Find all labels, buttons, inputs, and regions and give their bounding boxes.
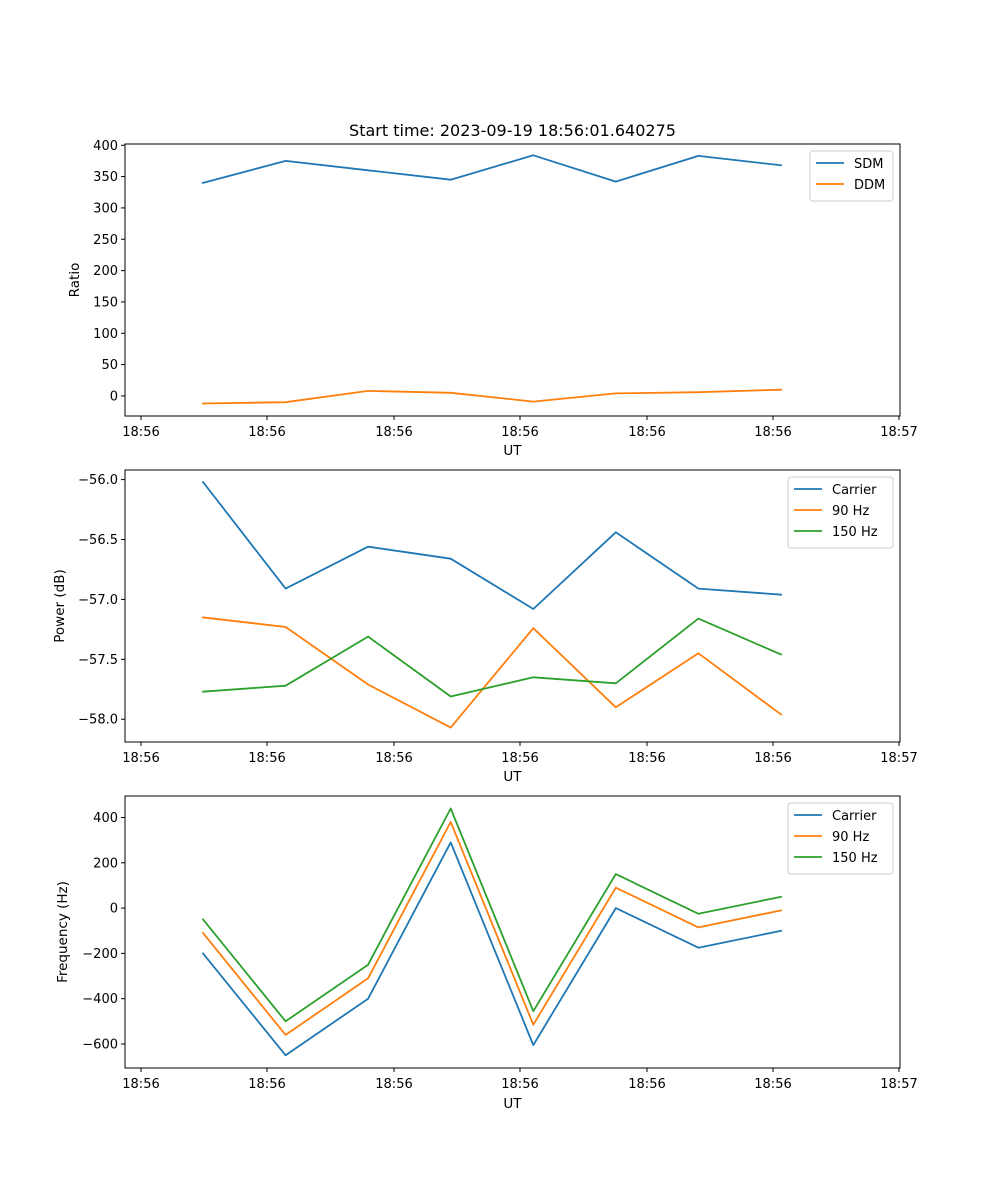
series-line-ddm [202,388,782,405]
y-tick-label: 150 [93,295,118,310]
ratio-y-axis: 0 50 100 150 200 250 300 350 400 [93,139,125,404]
legend-label: SDM [854,157,883,172]
ratio-plot-area [201,154,782,405]
x-tick-label: 18:56 [754,1077,791,1092]
x-tick-label: 18:56 [501,751,538,766]
series-line-90-hz [201,821,783,1036]
power-y-axis: −58.0 −57.5 −57.0 −56.5 −56.0 [78,473,125,728]
ratio-legend: SDM DDM [809,150,894,202]
series-line-150-hz [201,807,783,1023]
series-line-90-hz [202,616,783,729]
series-line-sdm [201,154,782,185]
x-tick-label: 18:56 [501,425,538,440]
frequency-legend: Carrier 90 Hz 150 Hz [787,802,894,875]
x-tick-label: 18:56 [375,1077,412,1092]
x-tick-label: 18:56 [375,751,412,766]
power-legend: Carrier 90 Hz 150 Hz [787,476,894,549]
x-tick-label: 18:57 [880,1077,917,1092]
x-tick-label: 18:57 [880,751,917,766]
legend-label: DDM [854,178,885,193]
ratio-x-axis: 18:56 18:56 18:56 18:56 18:56 18:56 18:57 [122,416,918,440]
y-tick-label: −600 [82,1037,118,1052]
x-tick-label: 18:56 [628,425,665,440]
y-axis-label: Power (dB) [52,569,68,642]
legend-label: 150 Hz [832,851,878,866]
y-tick-label: 400 [93,811,118,826]
legend-label: 150 Hz [832,525,878,540]
power-plot-area [201,480,783,729]
y-tick-label: 0 [110,902,118,917]
x-axis-label: UT [503,443,522,459]
y-tick-label: 0 [110,389,118,404]
y-tick-label: 50 [101,358,118,373]
chart-title: Start time: 2023-09-19 18:56:01.640275 [349,121,676,140]
series-line-150-hz [202,617,783,698]
x-tick-label: 18:56 [628,1077,665,1092]
x-tick-label: 18:56 [248,751,285,766]
y-tick-label: −58.0 [78,713,118,728]
y-tick-label: 250 [93,233,118,248]
series-line-carrier [201,841,783,1057]
x-tick-label: 18:56 [122,751,159,766]
y-tick-label: 200 [93,264,118,279]
power-axes-frame [124,469,901,743]
x-tick-label: 18:56 [122,1077,159,1092]
y-tick-label: −57.5 [78,653,118,668]
x-tick-label: 18:56 [501,1077,538,1092]
x-tick-label: 18:57 [880,425,917,440]
x-axis-label: UT [503,769,522,785]
frequency-x-axis: 18:56 18:56 18:56 18:56 18:56 18:56 18:57 [122,1068,918,1092]
x-tick-label: 18:56 [754,751,791,766]
y-axis-label: Ratio [67,263,83,298]
x-tick-label: 18:56 [248,425,285,440]
y-tick-label: −57.0 [78,593,118,608]
y-tick-label: −400 [82,992,118,1007]
y-tick-label: 350 [93,170,118,185]
ratio-subplot: Start time: 2023-09-19 18:56:01.640275 0… [67,121,918,459]
y-tick-label: −56.0 [78,473,118,488]
legend-label: Carrier [832,809,877,824]
frequency-plot-area [201,807,783,1057]
y-tick-label: −56.5 [78,533,118,548]
x-tick-label: 18:56 [628,751,665,766]
y-tick-label: 200 [93,856,118,871]
y-tick-label: −200 [82,947,118,962]
frequency-axes-frame [124,795,901,1069]
series-line-carrier [201,480,782,610]
x-tick-label: 18:56 [375,425,412,440]
y-tick-label: 100 [93,327,118,342]
x-tick-label: 18:56 [248,1077,285,1092]
power-x-axis: 18:56 18:56 18:56 18:56 18:56 18:56 18:57 [122,742,918,766]
y-tick-label: 400 [93,139,118,154]
legend-label: 90 Hz [832,830,869,845]
legend-label: 90 Hz [832,504,869,519]
frequency-y-axis: −600 −400 −200 0 200 400 [82,811,125,1052]
y-tick-label: 300 [93,201,118,216]
x-tick-label: 18:56 [754,425,791,440]
legend-label: Carrier [832,483,877,498]
ratio-axes-frame [124,143,901,417]
y-axis-label: Frequency (Hz) [55,881,71,983]
x-tick-label: 18:56 [122,425,159,440]
x-axis-label: UT [503,1096,522,1112]
power-subplot: −58.0−57.5−57.0−56.5−56.0 18:56 18:56 18:5… [52,469,918,785]
